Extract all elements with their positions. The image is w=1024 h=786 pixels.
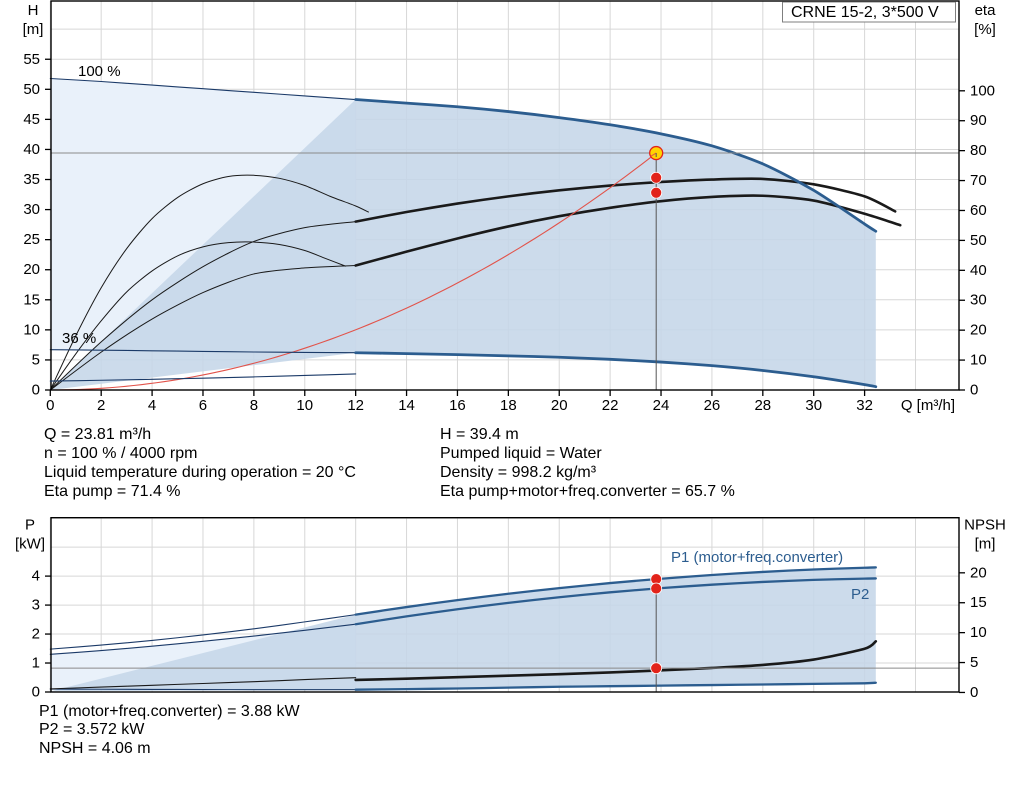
- svg-text:40: 40: [970, 262, 987, 279]
- svg-text:25: 25: [23, 231, 40, 248]
- svg-text:NPSH: NPSH: [964, 517, 1006, 534]
- svg-text:H: H: [28, 2, 39, 19]
- svg-text:80: 80: [970, 142, 987, 159]
- svg-text:0: 0: [32, 382, 40, 399]
- svg-text:55: 55: [23, 51, 40, 68]
- svg-text:Eta pump+motor+freq.converter: Eta pump+motor+freq.converter = 65.7 %: [440, 483, 735, 500]
- svg-text:18: 18: [500, 397, 517, 414]
- svg-text:30: 30: [970, 292, 987, 309]
- svg-text:36 %: 36 %: [62, 330, 96, 347]
- svg-text:P2 = 3.572 kW: P2 = 3.572 kW: [39, 721, 145, 738]
- svg-text:Density = 998.2 kg/m³: Density = 998.2 kg/m³: [440, 464, 597, 481]
- svg-text:Pumped liquid = Water: Pumped liquid = Water: [440, 445, 602, 462]
- svg-text:3: 3: [32, 597, 40, 614]
- svg-text:P2: P2: [851, 586, 869, 603]
- svg-text:P1 (motor+freq.converter) = 3.: P1 (motor+freq.converter) = 3.88 kW: [39, 703, 300, 720]
- svg-text:0: 0: [32, 684, 40, 701]
- svg-text:16: 16: [449, 397, 466, 414]
- svg-text:45: 45: [23, 111, 40, 128]
- svg-text:26: 26: [704, 397, 721, 414]
- svg-text:6: 6: [199, 397, 207, 414]
- svg-text:eta: eta: [975, 2, 997, 19]
- svg-text:32: 32: [856, 397, 873, 414]
- svg-text:Eta pump = 71.4 %: Eta pump = 71.4 %: [44, 483, 181, 500]
- svg-text:28: 28: [754, 397, 771, 414]
- svg-text:30: 30: [23, 201, 40, 218]
- svg-text:P1 (motor+freq.converter): P1 (motor+freq.converter): [671, 549, 843, 566]
- svg-text:5: 5: [32, 351, 40, 368]
- svg-text:50: 50: [970, 232, 987, 249]
- svg-text:10: 10: [970, 352, 987, 369]
- svg-text:20: 20: [551, 397, 568, 414]
- svg-text:14: 14: [398, 397, 415, 414]
- svg-text:n = 100 % / 4000 rpm: n = 100 % / 4000 rpm: [44, 445, 197, 462]
- svg-text:40: 40: [23, 141, 40, 158]
- svg-text:2: 2: [32, 626, 40, 643]
- svg-text:H = 39.4 m: H = 39.4 m: [440, 426, 519, 443]
- svg-text:30: 30: [805, 397, 822, 414]
- svg-text:20: 20: [970, 322, 987, 339]
- svg-text:NPSH = 4.06 m: NPSH = 4.06 m: [39, 740, 151, 757]
- svg-text:5: 5: [970, 654, 978, 671]
- svg-text:100 %: 100 %: [78, 63, 121, 80]
- svg-text:10: 10: [296, 397, 313, 414]
- svg-text:Q [m³/h]: Q [m³/h]: [901, 397, 955, 414]
- svg-text:CRNE 15-2, 3*500 V: CRNE 15-2, 3*500 V: [791, 4, 939, 21]
- svg-text:35: 35: [23, 171, 40, 188]
- svg-text:P: P: [25, 517, 35, 534]
- svg-text:15: 15: [23, 291, 40, 308]
- svg-text:[kW]: [kW]: [15, 536, 45, 553]
- svg-text:70: 70: [970, 172, 987, 189]
- svg-text:22: 22: [602, 397, 619, 414]
- svg-text:0: 0: [46, 397, 54, 414]
- svg-text:12: 12: [347, 397, 364, 414]
- svg-text:90: 90: [970, 112, 987, 129]
- svg-text:60: 60: [970, 202, 987, 219]
- svg-text:Liquid temperature during oper: Liquid temperature during operation = 20…: [44, 464, 356, 481]
- svg-text:50: 50: [23, 81, 40, 98]
- svg-text:8: 8: [250, 397, 258, 414]
- svg-text:4: 4: [32, 568, 40, 585]
- svg-text:[m]: [m]: [975, 536, 996, 553]
- svg-text:100: 100: [970, 82, 995, 99]
- svg-text:1: 1: [32, 655, 40, 672]
- svg-text:10: 10: [970, 624, 987, 641]
- svg-text:0: 0: [970, 684, 978, 701]
- svg-text:10: 10: [23, 321, 40, 338]
- svg-text:Q = 23.81 m³/h: Q = 23.81 m³/h: [44, 426, 151, 443]
- svg-text:[%]: [%]: [974, 21, 996, 38]
- svg-text:20: 20: [970, 564, 987, 581]
- svg-text:4: 4: [148, 397, 156, 414]
- svg-text:[m]: [m]: [23, 21, 44, 38]
- svg-text:24: 24: [653, 397, 670, 414]
- svg-text:2: 2: [97, 397, 105, 414]
- svg-text:20: 20: [23, 261, 40, 278]
- svg-text:0: 0: [970, 382, 978, 399]
- svg-text:15: 15: [970, 594, 987, 611]
